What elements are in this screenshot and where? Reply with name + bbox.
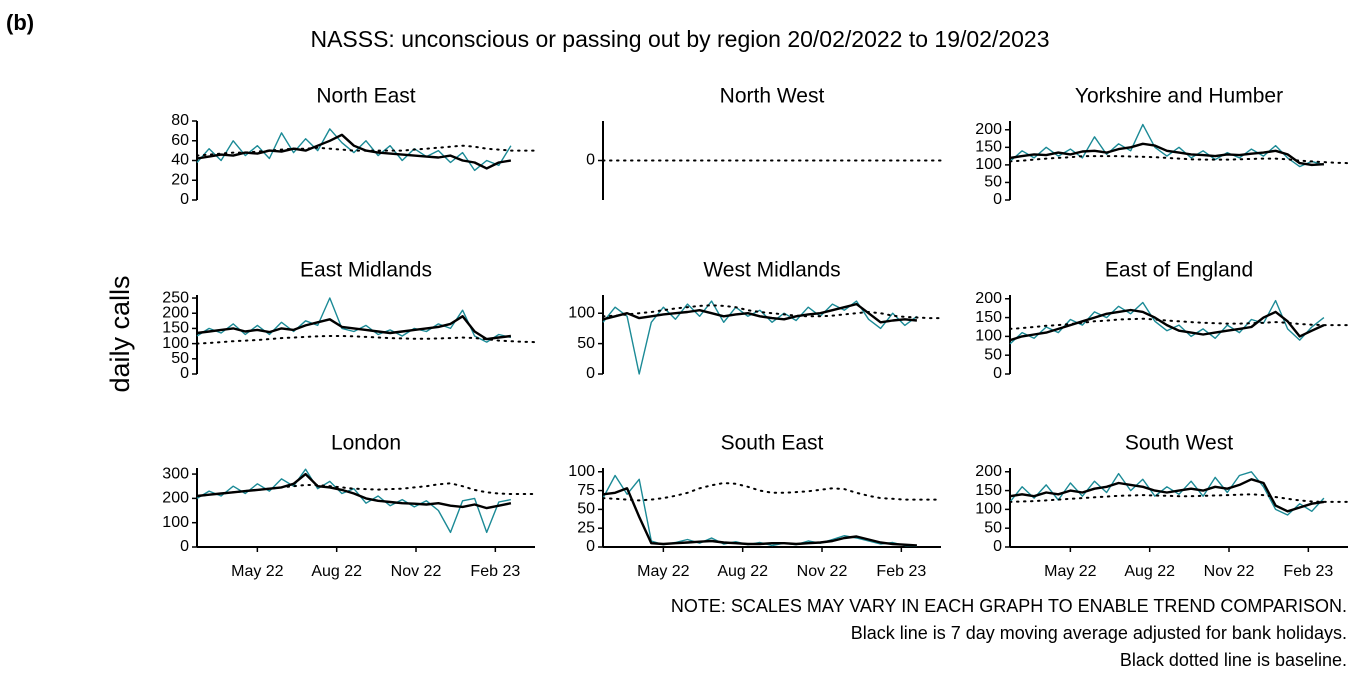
y-tick-label: 100: [568, 463, 595, 480]
daily-line: [196, 128, 512, 172]
x-tick-label: Feb 23: [1283, 563, 1333, 580]
average-line: [1009, 478, 1325, 513]
x-tick-label: Nov 22: [1204, 563, 1255, 580]
x-tick-label: Nov 22: [391, 563, 442, 580]
baseline-line: [196, 144, 536, 157]
panel-title: North West: [720, 85, 825, 108]
y-tick-label: 50: [984, 174, 1002, 191]
daily-line: [196, 468, 512, 534]
y-tick-label: 80: [171, 112, 189, 129]
panel-title: South East: [721, 432, 824, 455]
panel-title: London: [331, 432, 401, 455]
x-tick-label: May 22: [1044, 563, 1097, 580]
baseline-line: [602, 482, 942, 502]
x-tick-label: Aug 22: [311, 563, 362, 580]
y-tick-label: 50: [984, 346, 1002, 363]
y-tick-label: 150: [975, 139, 1002, 156]
x-tick-label: Aug 22: [1124, 563, 1175, 580]
panel-title: North East: [316, 85, 415, 108]
average-line: [196, 315, 512, 341]
y-tick-label: 20: [171, 171, 189, 188]
panel-label: (b): [6, 10, 34, 35]
y-tick-label: 0: [180, 191, 189, 208]
x-tick-label: Nov 22: [797, 563, 848, 580]
y-tick-label: 100: [162, 335, 189, 352]
y-tick-label: 0: [180, 365, 189, 382]
y-tick-label: 0: [180, 538, 189, 555]
x-tick-label: Aug 22: [717, 563, 768, 580]
note: Black dotted line is baseline.: [1120, 650, 1347, 670]
y-tick-label: 0: [586, 152, 595, 169]
y-tick-label: 150: [162, 320, 189, 337]
chart-title: NASSS: unconscious or passing out by reg…: [310, 26, 1049, 52]
y-tick-label: 250: [162, 289, 189, 306]
baseline-line: [196, 482, 536, 497]
note: NOTE: SCALES MAY VARY IN EACH GRAPH TO E…: [671, 596, 1347, 616]
average-line: [602, 302, 918, 324]
average-line: [196, 472, 512, 510]
panel-title: South West: [1125, 432, 1233, 455]
average-line: [602, 487, 917, 547]
y-tick-label: 60: [171, 132, 189, 149]
x-tick-label: Feb 23: [470, 563, 520, 580]
y-tick-label: 200: [162, 304, 189, 321]
y-tick-label: 150: [975, 309, 1002, 326]
y-tick-label: 100: [975, 501, 1002, 518]
y-tick-label: 300: [162, 465, 189, 482]
average-line: [1009, 142, 1324, 167]
baseline-line: [1009, 155, 1349, 165]
y-axis-label: daily calls: [105, 275, 135, 392]
y-tick-label: 200: [975, 121, 1002, 138]
daily-line: [1009, 123, 1325, 168]
baseline-line: [1009, 493, 1349, 503]
average-line: [1009, 308, 1325, 342]
note: Black line is 7 day moving average adjus…: [851, 623, 1347, 643]
daily-line: [602, 300, 918, 375]
y-tick-label: 75: [577, 482, 595, 499]
y-tick-label: 50: [577, 501, 595, 518]
y-tick-label: 0: [993, 538, 1002, 555]
x-tick-label: Feb 23: [876, 563, 926, 580]
y-tick-label: 200: [162, 490, 189, 507]
panel-title: East Midlands: [300, 259, 432, 282]
y-tick-label: 0: [993, 365, 1002, 382]
x-tick-label: May 22: [231, 563, 284, 580]
y-tick-label: 150: [975, 482, 1002, 499]
y-tick-label: 0: [586, 538, 595, 555]
y-tick-label: 50: [984, 519, 1002, 536]
y-tick-label: 200: [975, 463, 1002, 480]
x-tick-label: May 22: [637, 563, 690, 580]
y-tick-label: 100: [975, 156, 1002, 173]
y-tick-label: 100: [162, 514, 189, 531]
panel-title: West Midlands: [703, 259, 840, 282]
daily-line: [1009, 471, 1325, 516]
average-line: [196, 133, 512, 170]
baseline-line: [196, 335, 536, 345]
panel-title: East of England: [1105, 259, 1253, 282]
y-tick-label: 0: [993, 191, 1002, 208]
daily-line: [196, 297, 512, 343]
panel-title: Yorkshire and Humber: [1075, 85, 1283, 108]
daily-line: [602, 474, 917, 547]
y-tick-label: 40: [171, 152, 189, 169]
y-tick-label: 25: [577, 519, 595, 536]
y-tick-label: 0: [586, 365, 595, 382]
y-tick-label: 100: [975, 328, 1002, 345]
y-tick-label: 100: [568, 304, 595, 321]
y-tick-label: 50: [171, 350, 189, 367]
baseline-line: [602, 304, 942, 320]
y-tick-label: 50: [577, 335, 595, 352]
y-tick-label: 200: [975, 290, 1002, 307]
baseline-line: [1009, 317, 1349, 330]
